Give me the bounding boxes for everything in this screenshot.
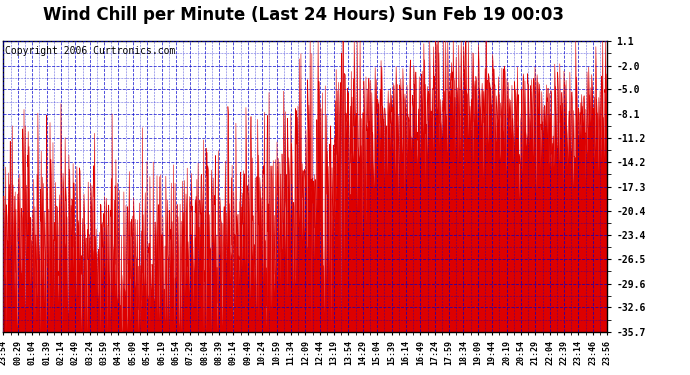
Text: Wind Chill per Minute (Last 24 Hours) Sun Feb 19 00:03: Wind Chill per Minute (Last 24 Hours) Su… xyxy=(43,6,564,24)
Text: Copyright 2006 Curtronics.com: Copyright 2006 Curtronics.com xyxy=(6,46,176,56)
